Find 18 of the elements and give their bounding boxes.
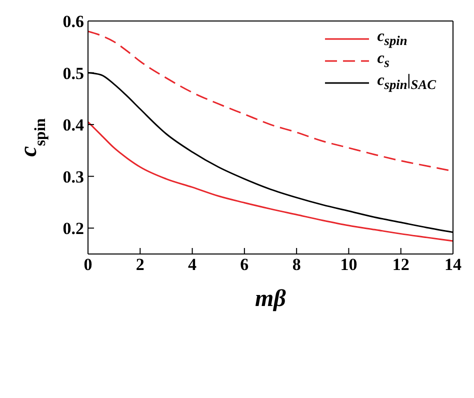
y-tick-label: 0.5 [62, 64, 84, 83]
x-tick-label: 0 [84, 255, 92, 274]
x-tick-label: 8 [292, 255, 301, 274]
x-tick-label: 14 [444, 255, 462, 274]
x-tick-label: 12 [392, 255, 410, 274]
y-tick-label: 0.4 [62, 116, 84, 135]
y-tick-label: 0.3 [62, 167, 84, 186]
x-tick-label: 2 [136, 255, 144, 274]
x-axis-title: mβ [255, 286, 287, 312]
x-tick-label: 6 [240, 255, 249, 274]
x-tick-label: 4 [188, 255, 198, 274]
x-tick-label: 10 [340, 255, 358, 274]
legend-label: c$_{s}$ [377, 50, 390, 72]
y-tick-label: 0.2 [62, 219, 84, 238]
legend-label: c$_{spin}$ [377, 28, 408, 50]
legend-label: c$_{spin}$|$_{SAC}$ [377, 72, 436, 94]
y-tick-label: 0.6 [62, 12, 84, 32]
line-series [88, 121, 453, 242]
